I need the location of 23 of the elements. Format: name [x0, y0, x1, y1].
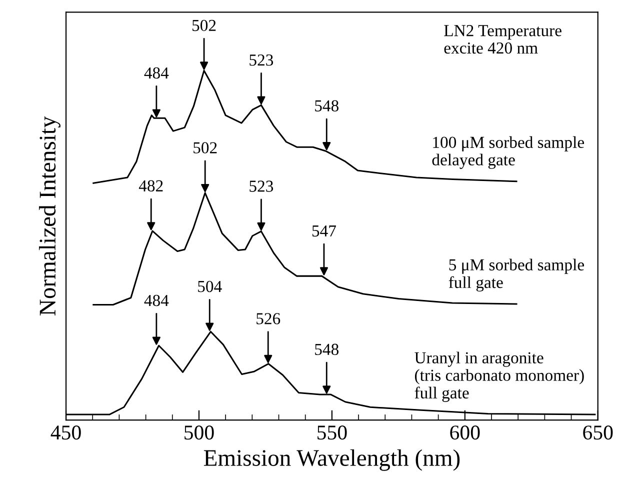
annotation: 482 [138, 180, 163, 192]
x-tick-label: 600 [450, 426, 480, 440]
x-axis-title: Emission Wavelength (nm) [204, 449, 460, 471]
series-label: 100 μM sorbed sample delayed gate [432, 136, 584, 169]
text: LN2 Temperature excite 420 nm [444, 25, 562, 54]
x-tick-label: 500 [184, 426, 214, 440]
annotation: 548 [315, 100, 338, 112]
x-tick-label: 650 [583, 426, 613, 440]
annotation: 484 [144, 294, 169, 306]
series-label: 5 μM sorbed sample full gate [448, 258, 584, 292]
annotation: 548 [315, 344, 338, 356]
annotation: 523 [250, 180, 274, 192]
series-label: Uranyl in aragonite (tris carbonato monomer) full gate [414, 352, 584, 402]
annotation: 547 [312, 225, 336, 237]
annotation: 504 [198, 280, 222, 292]
annotation: 502 [192, 20, 216, 32]
y-axis-title: Normalized Intensity [38, 116, 60, 316]
annotation: 526 [256, 313, 280, 324]
x-tick-label: 450 [50, 426, 81, 440]
x-tick-label: 550 [318, 426, 347, 440]
annotation: 502 [194, 142, 217, 154]
annotation: 484 [144, 67, 169, 79]
annotation: 523 [250, 54, 274, 66]
